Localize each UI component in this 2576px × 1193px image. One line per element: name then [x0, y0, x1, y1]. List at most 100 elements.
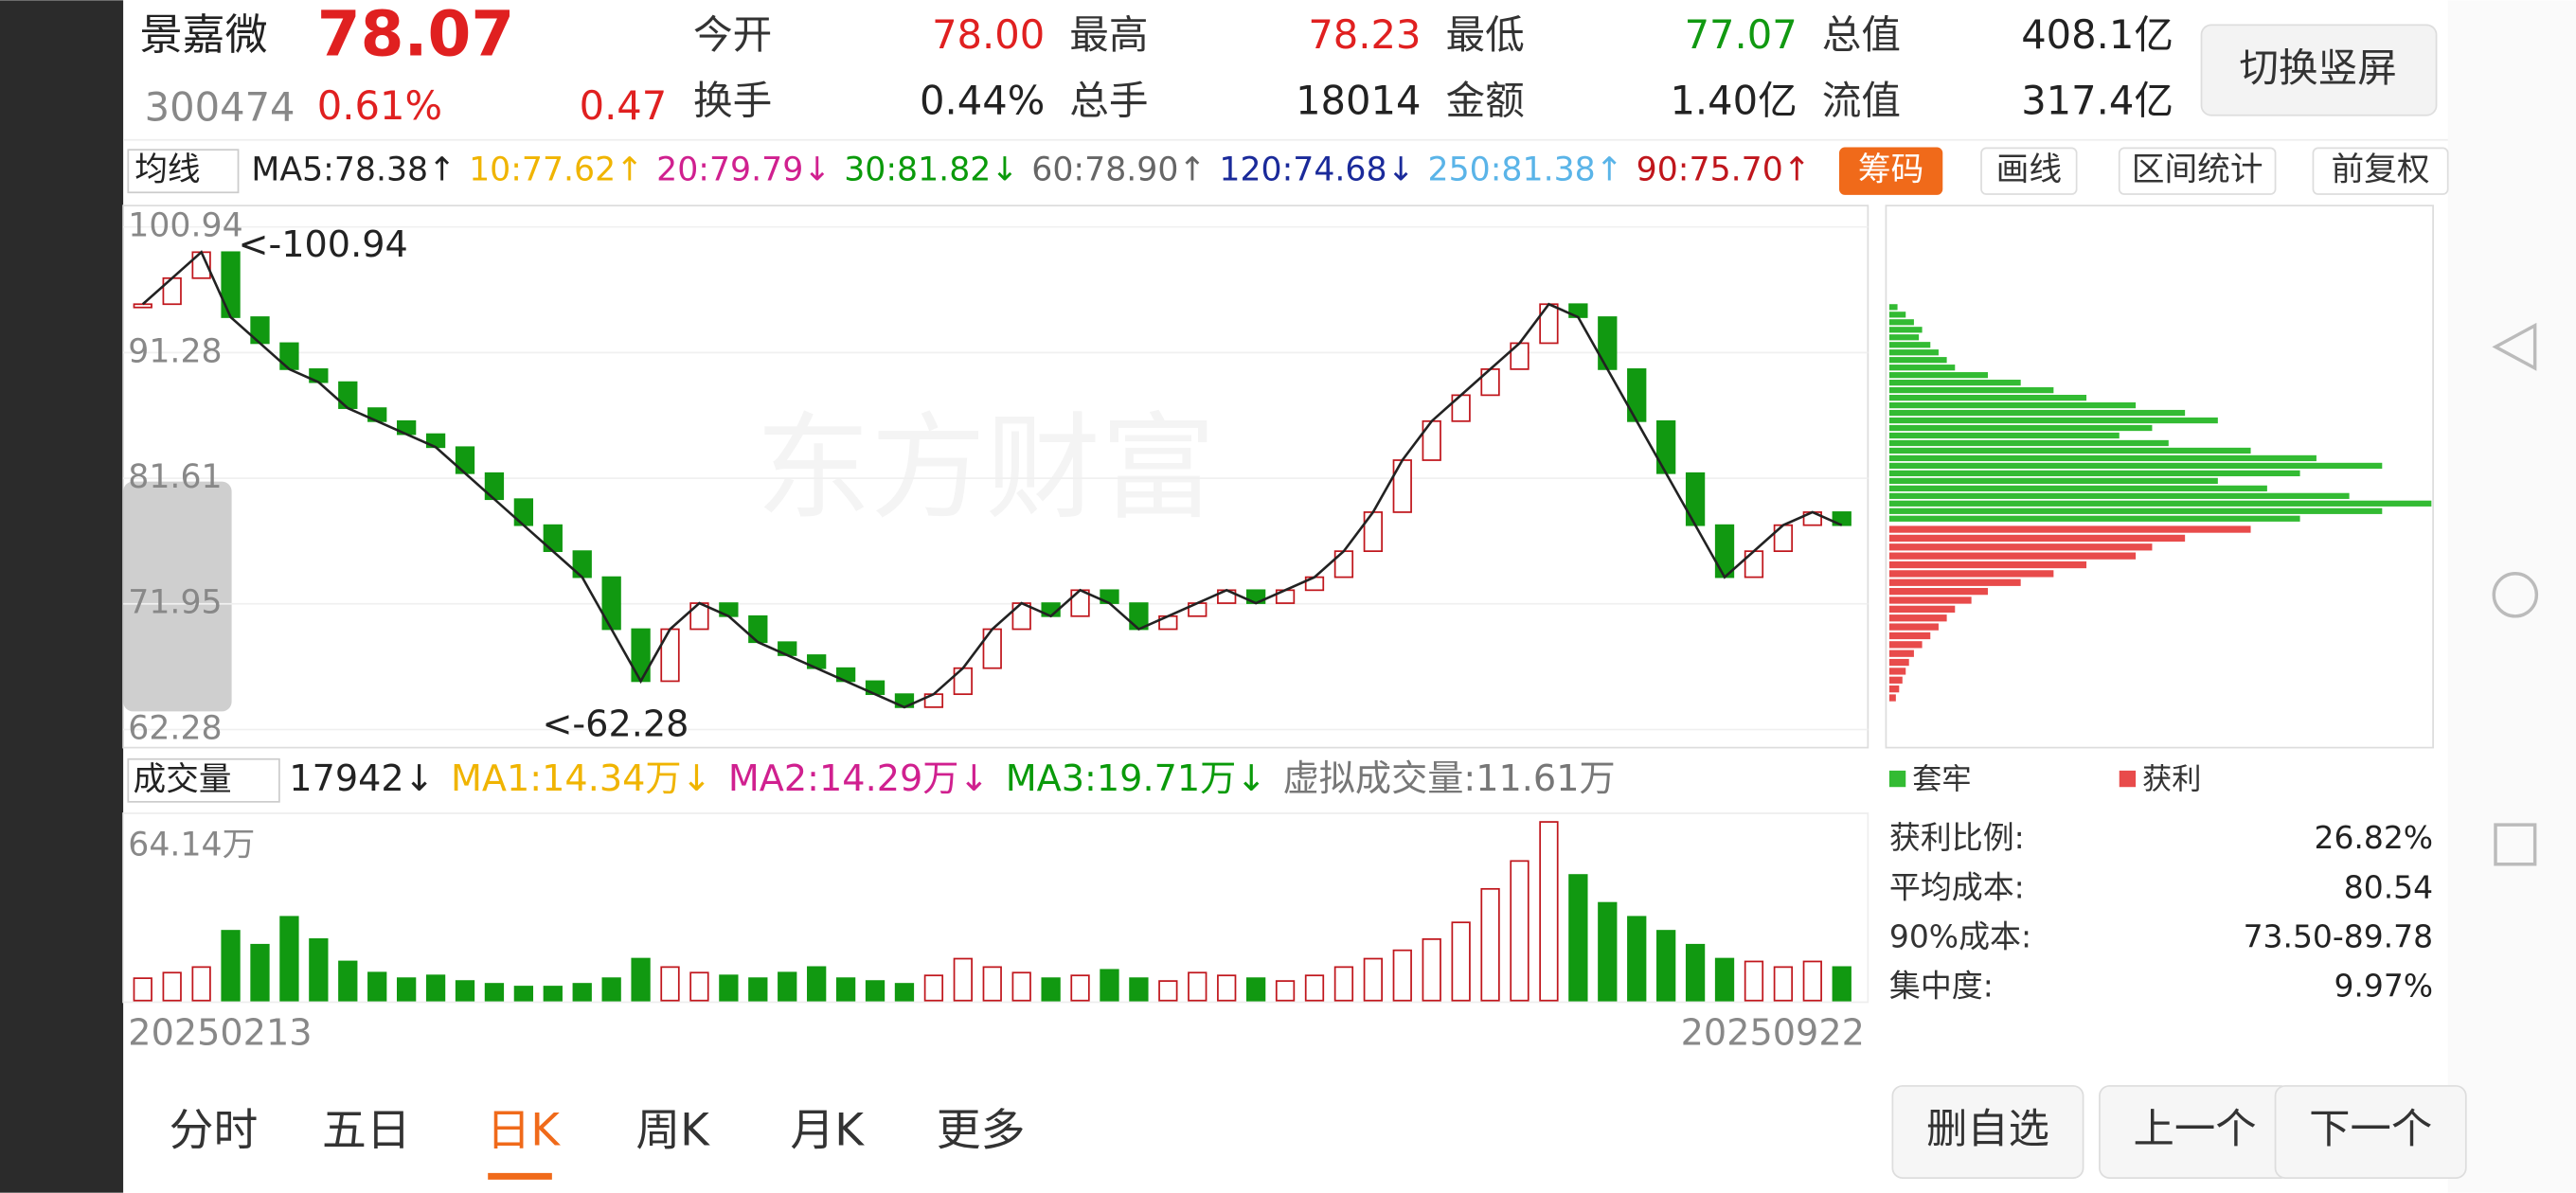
volume-bar	[1656, 930, 1676, 1002]
chip-profit	[1888, 632, 1931, 640]
period-tab[interactable]: 五日	[322, 1106, 411, 1157]
tool-button[interactable]	[1980, 147, 2078, 195]
volume-bar	[1333, 966, 1354, 1002]
volume-bar	[748, 977, 768, 1002]
pct-change: 0.61%	[317, 82, 442, 129]
volume-selector-label: 成交量	[134, 760, 232, 798]
ma-selector[interactable]	[127, 149, 240, 194]
ma-value: 30:81.82↓	[844, 151, 1018, 189]
tool-button[interactable]	[2312, 147, 2449, 195]
nav-recent[interactable]	[2494, 823, 2537, 866]
volume-bar	[1568, 874, 1588, 1002]
candle	[1598, 316, 1618, 370]
volume-bar	[1188, 971, 1208, 1002]
field-label: 总值	[1822, 11, 1901, 58]
chip-trapped	[1888, 454, 2317, 462]
volume-bar	[1041, 977, 1061, 1002]
ma-value: MA5:78.38↑	[251, 151, 456, 189]
volume-bar	[894, 983, 915, 1002]
period-tab[interactable]: 周K	[635, 1106, 710, 1157]
chip-trapped	[1888, 409, 2186, 417]
volume-bar	[1158, 980, 1178, 1002]
stock-name: 景嘉微	[139, 9, 267, 60]
volume-bar	[1070, 974, 1090, 1002]
action-label: 下一个	[2309, 1106, 2432, 1153]
volume-bar	[133, 977, 152, 1002]
field-label: 金额	[1446, 78, 1525, 124]
chip-trapped	[1888, 349, 1939, 356]
tool-button[interactable]	[1838, 147, 1943, 195]
volume-bar	[1100, 969, 1119, 1002]
high-note: <-100.94	[239, 223, 408, 265]
action-button[interactable]	[1891, 1085, 2084, 1179]
chip-trapped	[1888, 334, 1920, 341]
chip-profit	[1888, 668, 1906, 675]
chip-trapped	[1888, 372, 1988, 379]
nav-home[interactable]	[2492, 571, 2539, 618]
volume-bar	[1627, 916, 1647, 1002]
field-label: 换手	[693, 78, 772, 124]
volume-bar	[513, 986, 534, 1002]
period-tab[interactable]: 分时	[170, 1106, 259, 1157]
volume-selector[interactable]	[127, 757, 280, 803]
tool-button[interactable]	[2118, 147, 2277, 195]
rotate-label: 切换竖屏	[2239, 45, 2397, 91]
chip-profit	[1888, 641, 1923, 649]
close-line	[141, 250, 1843, 709]
chip-profit	[1888, 694, 1896, 702]
action-button[interactable]	[2274, 1085, 2467, 1179]
volume-value: MA1:14.34万↓	[451, 757, 712, 799]
nav-back[interactable]	[2492, 322, 2537, 371]
rotate-button[interactable]	[2200, 24, 2438, 116]
volume-value: MA3:19.71万↓	[1006, 757, 1267, 799]
nav-bar	[2447, 0, 2576, 1193]
y-tick-label: 71.95	[128, 584, 222, 622]
ma-value: 250:81.38↑	[1428, 151, 1623, 189]
volume-bar	[279, 916, 299, 1002]
volume-bar	[601, 977, 621, 1002]
period-tab[interactable]: 月K	[790, 1106, 865, 1157]
volume-bar	[1539, 821, 1559, 1002]
chip-trapped	[1888, 500, 2432, 507]
chip-profit	[1888, 579, 2021, 586]
side-handle[interactable]	[123, 481, 232, 712]
volume-bar	[1129, 977, 1149, 1002]
low-note: <-62.28	[542, 703, 689, 745]
volume-bar	[1598, 901, 1618, 1002]
ma-value: 20:79.79↓	[656, 151, 831, 189]
stock-code: 300474	[145, 84, 295, 131]
volume-bar	[425, 974, 446, 1002]
tool-button-label: 前复权	[2332, 151, 2430, 189]
chip-trapped	[1888, 462, 2383, 470]
volume-bar	[1275, 980, 1296, 1002]
chip-profit	[1888, 534, 2186, 543]
field-value: 78.23	[1308, 11, 1421, 58]
ma-value: 90:75.70↑	[1637, 151, 1811, 189]
candle	[982, 628, 1002, 669]
field-value: 78.00	[932, 11, 1045, 58]
side-strip	[0, 0, 124, 1193]
volume-bar	[1480, 887, 1500, 1002]
period-tab[interactable]: 日K	[486, 1106, 561, 1157]
period-tab[interactable]: 更多	[937, 1106, 1026, 1157]
stat-value: 73.50-89.78	[2244, 917, 2433, 954]
volume-bar	[1304, 974, 1325, 1002]
chip-trapped	[1888, 507, 2383, 514]
price-frame	[122, 205, 1869, 749]
candle	[601, 576, 621, 631]
volume-bar	[778, 971, 797, 1002]
volume-bar	[484, 983, 505, 1002]
volume-frame	[122, 812, 1869, 1004]
chip-profit	[1888, 552, 2137, 560]
volume-bar	[865, 980, 886, 1002]
stat-value: 80.54	[2344, 868, 2433, 905]
legend-label: 获利	[2142, 762, 2201, 796]
last-price: 78.07	[317, 0, 514, 70]
legend-label: 套牢	[1912, 762, 1971, 796]
volume-bar	[807, 966, 827, 1002]
stat-label: 平均成本:	[1889, 868, 2025, 905]
end-date: 20250922	[1681, 1012, 1865, 1054]
volume-bar	[367, 971, 387, 1002]
ma-value: 120:74.68↓	[1219, 151, 1414, 189]
chip-trapped	[1888, 485, 2267, 491]
